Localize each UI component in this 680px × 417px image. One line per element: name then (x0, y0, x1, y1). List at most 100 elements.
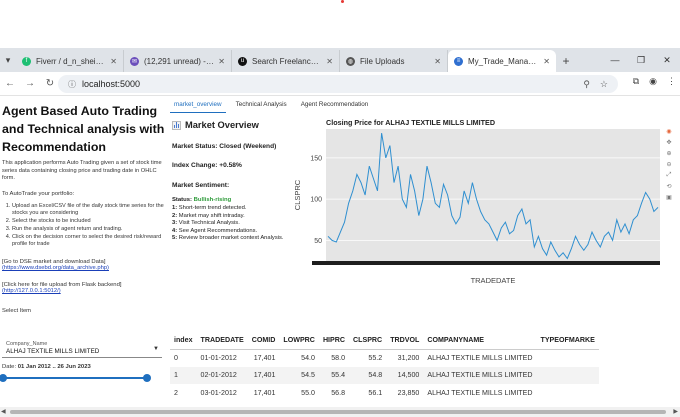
y-tick-label: 50 (314, 238, 322, 245)
site-info-icon[interactable]: ⓘ (68, 79, 76, 89)
point-item: 1: Short-term trend detected. (172, 205, 247, 211)
zoom-icon[interactable]: ⚲ (583, 78, 590, 89)
download-icon[interactable]: ▣ (666, 195, 672, 201)
app-title: Agent Based Auto Trading and Technical a… (2, 104, 165, 154)
y-tick-label: 150 (310, 155, 322, 162)
tab-market-overview[interactable]: market_overview (170, 99, 226, 113)
col-header[interactable]: TRADEDATE (196, 332, 248, 350)
col-header[interactable]: TRDVOL (386, 332, 424, 350)
col-header[interactable]: COMID (247, 332, 280, 350)
company-select[interactable]: Company_Name ALHAJ TEXTILE MILLS LIMITED… (2, 340, 162, 358)
date-label: Date: (2, 364, 17, 370)
tab-agent-recommendation[interactable]: Agent Recommendation (300, 101, 369, 108)
profile-icon[interactable]: ◉ (649, 76, 657, 86)
browser-tab-upwork[interactable]: u Search Freelance Jobs on ✕ (232, 50, 340, 72)
table-cell: 1 (170, 366, 197, 384)
point-item: 3: Visit Technical Analysis. (172, 220, 240, 226)
close-icon[interactable]: ✕ (543, 56, 550, 66)
new-tab-button[interactable]: + (562, 54, 570, 68)
data-table-container[interactable]: index TRADEDATE COMID LOWPRC HIPRC CLSPR… (170, 332, 680, 404)
star-icon[interactable]: ☆ (599, 78, 608, 89)
browser-tab-mail[interactable]: ✉ (12,291 unread) - nadim ✕ (124, 50, 232, 72)
sidebar: Agent Based Auto Trading and Technical a… (0, 96, 166, 411)
tab-list-icon[interactable]: ▾ (5, 54, 11, 65)
slider-end-handle[interactable] (143, 374, 151, 382)
close-window-icon[interactable]: ✕ (663, 54, 671, 65)
table-cell: 58.0 (331, 354, 346, 362)
reset-axes-icon[interactable]: ⟲ (666, 184, 672, 190)
scroll-right-icon[interactable]: ▶ (673, 409, 678, 415)
table-cell: 17,401 (247, 366, 280, 384)
extensions-icon[interactable]: ⧉ (632, 76, 640, 86)
close-icon[interactable]: ✕ (326, 56, 333, 66)
close-icon[interactable]: ✕ (434, 56, 441, 66)
table-cell: ALHAJ TEXTILE MILLS LIMITED (427, 354, 533, 362)
browser-tab-trade-manager[interactable]: ≡ My_Trade_Manager ✕ (448, 50, 556, 72)
step-item: Upload an Excel/CSV file of the daily st… (12, 203, 166, 219)
upload-text: [Click here for file upload from Flask b… (2, 282, 122, 289)
col-header[interactable]: CLSPRC (349, 332, 387, 350)
reload-icon[interactable]: ↻ (45, 78, 55, 89)
fiverr-icon: f (22, 56, 31, 66)
browser-tab-fiverr[interactable]: f Fiverr / d_n_sheikh / Edi ✕ (16, 50, 124, 72)
status-prefix: Status: (172, 197, 192, 203)
horizontal-scrollbar[interactable]: ◀ ▶ (0, 407, 680, 417)
pan-icon[interactable]: ✥ (666, 140, 672, 146)
scrollbar-thumb[interactable] (10, 410, 666, 414)
table-cell: 55.2 (368, 354, 383, 362)
zoom-in-icon[interactable]: ⊕ (666, 151, 672, 157)
close-icon[interactable]: ✕ (110, 56, 117, 66)
intro-text: To AutoTrade your portfolio: (2, 190, 75, 197)
bar-chart-icon (172, 120, 181, 130)
y-tick-label: 100 (310, 197, 322, 204)
browser-tab-file-uploads[interactable]: ◍ File Uploads ✕ (340, 50, 448, 72)
col-header[interactable]: TYPEOFMARKE (536, 332, 599, 350)
table-cell (536, 384, 598, 402)
document-icon: ≡ (454, 56, 463, 66)
company-select-value: ALHAJ TEXTILE MILLS LIMITED (6, 348, 100, 355)
tab-technical-analysis[interactable]: Technical Analysis (235, 101, 287, 108)
index-change: Index Change: +0.58% (172, 162, 242, 169)
tab-label: My_Trade_Manager (468, 56, 540, 66)
table-cell (536, 349, 598, 367)
chart-svg[interactable]: 50 100 150 CLSPRC TRADEDATE (292, 115, 664, 287)
close-icon[interactable]: ✕ (218, 56, 225, 66)
col-header[interactable]: COMPANYNAME (423, 332, 537, 350)
table-cell: 0 (174, 354, 178, 362)
table-cell: 56.8 (331, 388, 346, 397)
minimize-icon[interactable]: — (610, 55, 620, 65)
col-header[interactable]: HIPRC (318, 332, 350, 350)
back-icon[interactable]: ← (5, 78, 15, 89)
tab-label: (12,291 unread) - nadim (144, 56, 214, 66)
table-cell: 2 (174, 388, 178, 397)
upload-link[interactable]: (http://127.0.0.1:5012/) (2, 288, 61, 295)
tab-label: Search Freelance Jobs on (252, 56, 322, 66)
slider-start-handle[interactable] (0, 374, 7, 382)
closing-price-chart: Closing Price for ALHAJ TEXTILE MILLS LI… (292, 115, 664, 287)
market-overview-panel: Market Overview Market Status: Closed (W… (172, 120, 322, 243)
chart-title: Closing Price for ALHAJ TEXTILE MILLS LI… (326, 118, 496, 127)
scroll-left-icon[interactable]: ◀ (1, 409, 6, 415)
chart-modebar: ◉ ✥ ⊕ ⊖ ⤢ ⟲ ▣ (663, 128, 675, 201)
plotly-logo-icon[interactable]: ◉ (666, 129, 672, 135)
col-header[interactable]: index (170, 332, 197, 350)
tab-label: File Uploads (360, 56, 405, 66)
date-range-slider[interactable] (0, 374, 151, 382)
table-header-row: index TRADEDATE COMID LOWPRC HIPRC CLSPR… (170, 332, 599, 350)
table-cell: 31,200 (397, 354, 420, 362)
globe-icon: ◍ (346, 56, 355, 66)
zoom-out-icon[interactable]: ⊖ (666, 162, 672, 168)
restore-icon[interactable]: ❐ (636, 54, 646, 65)
tab-label: Fiverr / d_n_sheikh / Edi (36, 56, 106, 66)
point-item: 2: Market may shift intraday. (172, 212, 245, 219)
url-input[interactable]: ⓘ localhost:5000 ⚲ ☆ (58, 75, 618, 93)
forward-icon[interactable]: → (25, 78, 35, 89)
menu-icon[interactable]: ⋮ (667, 76, 676, 86)
top-blank-area (0, 0, 680, 48)
dse-link[interactable]: (https://www.dsebd.org/data_archive.php) (2, 265, 109, 272)
table-cell: ALHAJ TEXTILE MILLS LIMITED (427, 388, 533, 397)
select-item-label: Select Item (2, 308, 31, 315)
app-description: This application performs Auto Trading g… (2, 160, 162, 181)
col-header[interactable]: LOWPRC (279, 332, 319, 350)
autoscale-icon[interactable]: ⤢ (666, 172, 672, 178)
